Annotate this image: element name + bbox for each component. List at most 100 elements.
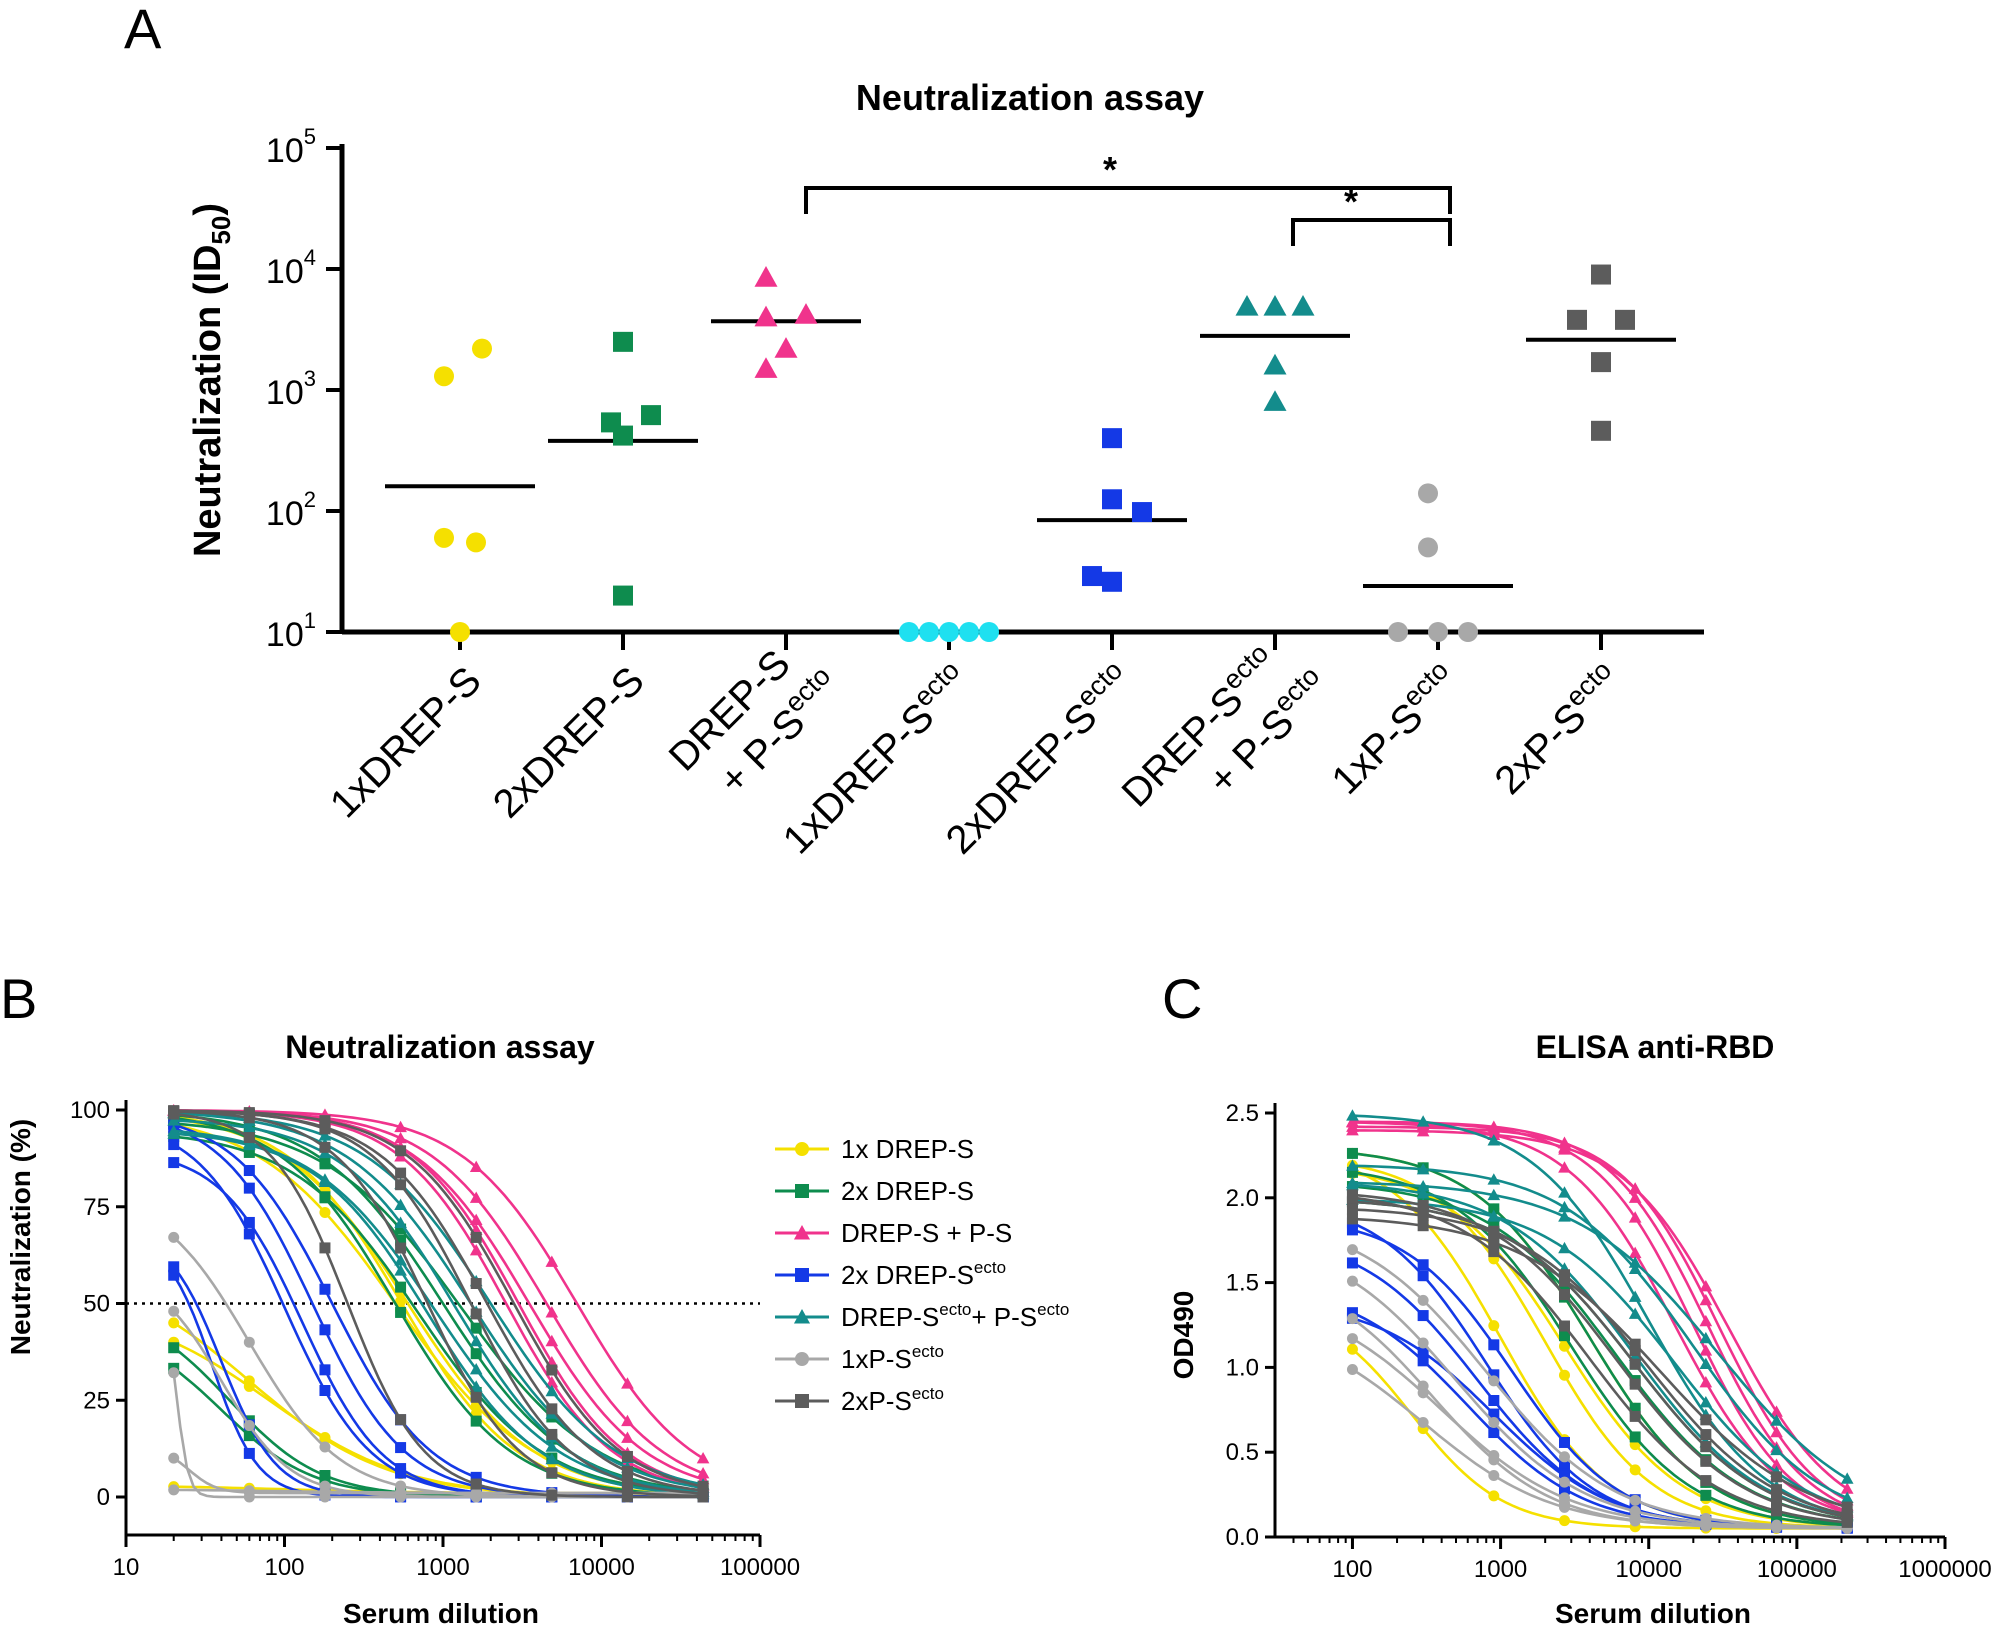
panel-c-series-5 [1346,1244,1853,1534]
panel-c-point [1417,1337,1429,1349]
panel-b-legend-marker [795,1268,809,1282]
panel-c-point [1558,1483,1570,1495]
panel-b-point [545,1375,559,1388]
panel-b-point [470,1348,482,1360]
panel-c-point [1346,1147,1358,1159]
panel-c-point [1488,1449,1500,1461]
panel-c-point [1346,1275,1358,1287]
panel-b-point [395,1281,407,1293]
panel-c-point [1487,1134,1501,1146]
panel-a-bracket-line [804,186,1452,214]
panel-c-curve [1352,1217,1848,1509]
panel-c-curve [1351,1368,1848,1530]
panel-b-point [545,1334,559,1347]
panel-c-point [1558,1241,1571,1254]
panel-b-point [168,1452,180,1464]
panel-c-point [1488,1320,1500,1332]
panel-b-curves [167,1104,710,1503]
panel-a-group-5 [1200,294,1350,411]
panel-c-point [1346,1166,1358,1178]
panel-a-ylabel-main: Neutralization (ID [187,245,229,557]
panel-c-point [1700,1441,1712,1453]
panel-c-point [1346,1116,1359,1128]
panel-a-significance-bracket: * [804,149,1452,214]
panel-a-point [959,622,979,642]
panel-c-point [1417,1294,1429,1306]
panel-c-point [1558,1283,1570,1295]
panel-a-point [434,527,454,548]
panel-c-point [1771,1490,1783,1502]
panel-b-point [395,1223,407,1235]
panel-b-point [168,1484,180,1496]
panel-b-point [545,1306,559,1318]
panel-c-point [1346,1307,1358,1319]
panel-c-point [1558,1320,1570,1332]
panel-b-legend-label: 1x DREP-S [841,1134,974,1164]
panel-b-curve [173,1119,704,1494]
panel-b-point [168,1108,180,1120]
panel-b-point [243,1447,255,1459]
panel-b-legend-label: 2x DREP-S [841,1176,974,1206]
panel-b-point [696,1466,710,1479]
panel-b-point [621,1465,633,1477]
panel-a-category-label: 2xP-Secto [1486,655,1617,803]
panel-c-y-tick-label: 2.5 [1226,1100,1259,1127]
panel-b-point [546,1489,558,1501]
panel-b-point [318,1175,332,1188]
panel-a-significance-bracket: * [1291,181,1452,246]
panel-b-y-axis-label: Neutralization (%) [5,1119,36,1355]
panel-b-point [395,1234,407,1246]
panel-b-point [621,1491,633,1503]
panel-a-point [1388,622,1408,642]
panel-c-curve [1352,1198,1848,1509]
panel-a-axes: 101 102 103 104 105 [266,124,1704,654]
panel-b-point [394,1120,407,1133]
panel-c-point [1346,1224,1358,1236]
panel-c-point [1770,1425,1783,1438]
panel-b-point [243,1132,255,1144]
panel-b-x-tick-label: 10000 [568,1554,635,1581]
panel-a-y-tick-label: 101 [266,608,316,654]
panel-c-point [1629,1494,1641,1506]
panel-b-point [394,1131,407,1144]
panel-c-point [1488,1227,1500,1239]
panel-b-y-tick-label: 100 [70,1097,110,1124]
panel-c-point [1699,1344,1713,1356]
panel-c-point [1840,1472,1854,1484]
panel-c-point [1699,1331,1713,1344]
panel-c-point [1346,1343,1358,1355]
panel-c-point [1700,1455,1712,1467]
panel-b-curve [173,1112,704,1499]
panel-b-point [546,1364,558,1376]
panel-a-group-6 [1363,483,1513,642]
panel-b-point [243,1380,255,1392]
panel-b-legend: 1x DREP-S 2x DREP-S DREP-S + P-S 2x DREP-Se… [775,1134,1069,1416]
panel-b-legend-label: 1xP-Secto [841,1342,944,1374]
panel-c-point [1346,1213,1358,1225]
panel-b-point [168,1139,180,1151]
panel-a-point [979,622,999,642]
panel-c-point [1628,1191,1642,1203]
panel-b-point [243,1228,255,1240]
panel-a-point [1591,264,1611,285]
panel-b-x-tick-label: 1000 [416,1554,469,1581]
panel-c-point [1771,1512,1783,1524]
panel-b-curve [173,1109,704,1488]
panel-c-point [1629,1358,1641,1370]
panel-c-point [1417,1270,1429,1282]
panel-c-point [1770,1414,1783,1426]
panel-c-point [1558,1492,1570,1504]
panel-c-curve [1352,1152,1848,1526]
panel-b-legend-label: DREP-Secto+ P-Secto [841,1300,1069,1332]
panel-b-point [243,1121,256,1133]
panel-c-curve [1352,1200,1848,1519]
panel-b-point [469,1160,483,1173]
panel-a-point [1132,502,1152,523]
panel-c-point [1558,1330,1570,1342]
panel-c-point [1558,1501,1570,1513]
panel-c-point [1629,1378,1641,1390]
panel-c-point [1771,1484,1783,1496]
panel-b-point [168,1269,180,1281]
panel-b-point [469,1191,483,1203]
panel-b-point [395,1167,407,1179]
